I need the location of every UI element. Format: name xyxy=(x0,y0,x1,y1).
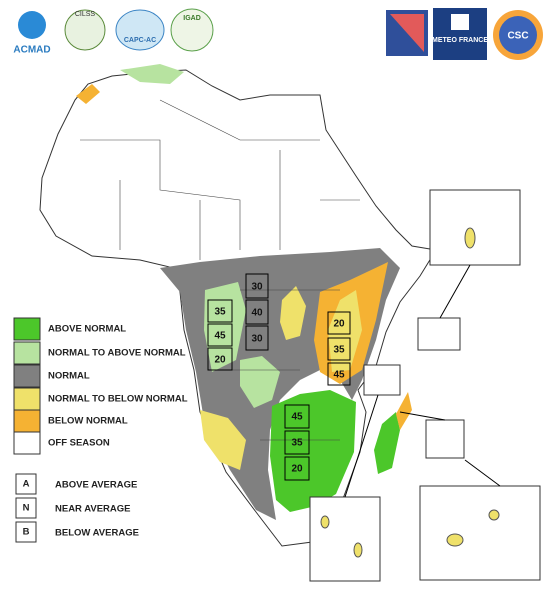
box-label: 35 xyxy=(333,345,345,356)
box: 45 xyxy=(207,323,233,347)
africa-map xyxy=(39,64,437,547)
logo-text: CSC xyxy=(507,31,528,42)
legend-label: NORMAL TO ABOVE NORMAL xyxy=(48,348,186,359)
box-label: 20 xyxy=(214,355,226,366)
box: 45 xyxy=(284,404,310,429)
box: 30 xyxy=(245,273,269,299)
box-label: 20 xyxy=(333,319,345,330)
probability-boxes: 35 45 20 30 40 30 20 35 45 45 35 20 xyxy=(207,273,351,481)
logos-left: ACMAD CILSS CAPC-AC IGAD xyxy=(13,8,214,56)
box: 20 xyxy=(284,456,310,481)
box-label: 35 xyxy=(291,438,303,449)
box: 20 xyxy=(327,311,351,335)
box: 35 xyxy=(284,430,310,455)
legend-label: BELOW AVERAGE xyxy=(55,528,139,539)
logo-text: METEO FRANCE xyxy=(432,37,488,44)
legend-key: B xyxy=(23,527,30,538)
box-label: 40 xyxy=(251,308,263,319)
box: 35 xyxy=(327,337,351,361)
legend-label: ABOVE NORMAL xyxy=(48,324,126,335)
box-label: 35 xyxy=(214,307,226,318)
legend-key: N xyxy=(23,503,30,514)
box-label: 45 xyxy=(291,412,303,423)
probability-legend: A N B ABOVE AVERAGE NEAR AVERAGE BELOW A… xyxy=(15,473,139,543)
box-label: 45 xyxy=(214,331,226,342)
legend-label: NORMAL xyxy=(48,371,90,382)
legend-label: NEAR AVERAGE xyxy=(55,504,130,515)
box: 20 xyxy=(207,347,233,371)
box: 40 xyxy=(245,299,269,325)
box-label: 45 xyxy=(333,370,345,381)
logos-right: METEO FRANCE CSC xyxy=(386,8,543,60)
box-label: 30 xyxy=(251,282,263,293)
legend-label: BELOW NORMAL xyxy=(48,416,128,427)
legend-key: A xyxy=(23,479,30,490)
box-label: 30 xyxy=(251,334,263,345)
logo-text: CILSS xyxy=(75,11,96,18)
box-label: 20 xyxy=(291,464,303,475)
legend: ABOVE NORMAL NORMAL TO ABOVE NORMAL NORM… xyxy=(13,317,188,455)
legend-label: OFF SEASON xyxy=(48,438,110,449)
legend-label: NORMAL TO BELOW NORMAL xyxy=(48,394,188,405)
logo-text: IGAD xyxy=(183,15,201,22)
box: 45 xyxy=(327,362,351,386)
logo-text: CAPC-AC xyxy=(124,37,156,44)
box: 35 xyxy=(207,299,233,323)
logo-text: ACMAD xyxy=(13,45,50,56)
legend-label: ABOVE AVERAGE xyxy=(55,480,137,491)
insets xyxy=(309,189,541,582)
box: 30 xyxy=(245,325,269,351)
